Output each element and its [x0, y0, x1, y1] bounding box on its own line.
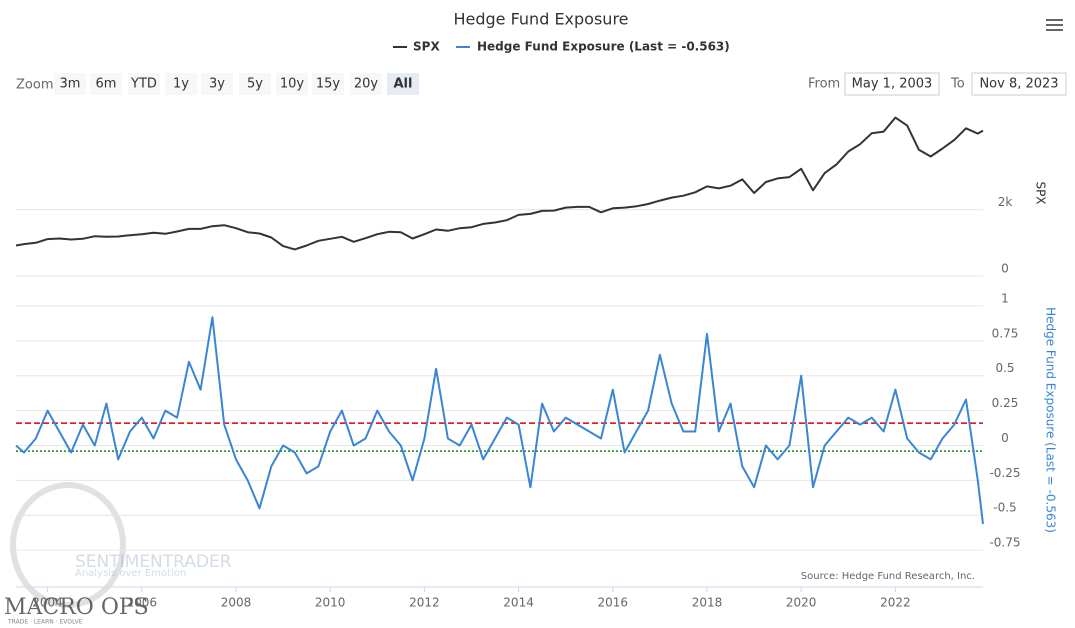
- y-tick-label: 0.25: [992, 396, 1019, 410]
- to-value[interactable]: Nov 8, 2023: [979, 77, 1058, 92]
- x-tick-label: 2006: [126, 596, 157, 610]
- zoom-button-label[interactable]: 3m: [60, 77, 81, 92]
- menu-icon[interactable]: [1046, 19, 1063, 31]
- x-tick-label: 2020: [786, 596, 817, 610]
- y-tick-label: -0.5: [993, 501, 1016, 515]
- zoom-label: Zoom: [16, 78, 53, 93]
- from-label: From: [808, 77, 840, 92]
- zoom-button-label[interactable]: 6m: [96, 77, 117, 92]
- to-input[interactable]: [971, 72, 1067, 96]
- zoom-button[interactable]: [276, 73, 308, 95]
- zoom-button-label[interactable]: 3y: [209, 77, 225, 92]
- y-tick-label: 0: [1001, 262, 1009, 276]
- watermark: Analysis over Emotion: [75, 568, 186, 579]
- from-value[interactable]: May 1, 2003: [852, 77, 933, 92]
- x-tick-label: 2014: [503, 596, 534, 610]
- x-tick-label: 2016: [598, 596, 629, 610]
- zoom-button-label[interactable]: 20y: [354, 77, 379, 92]
- x-tick-label: 2018: [692, 596, 723, 610]
- watermark: SENTIMENTRADER: [75, 552, 232, 572]
- watermark: TRADE · LEARN · EVOLVE: [7, 619, 83, 626]
- zoom-button[interactable]: [312, 73, 344, 95]
- chart-title: Hedge Fund Exposure: [453, 10, 628, 29]
- source-note: Source: Hedge Fund Research, Inc.: [801, 571, 975, 582]
- x-tick-label: 2004: [32, 596, 63, 610]
- zoom-button-label[interactable]: 10y: [280, 77, 305, 92]
- zoom-button-label[interactable]: 15y: [316, 77, 341, 92]
- zoom-button[interactable]: [54, 73, 86, 95]
- zoom-button[interactable]: [239, 73, 271, 95]
- x-tick-label: 2022: [880, 596, 911, 610]
- zoom-button[interactable]: [201, 73, 233, 95]
- y-axis-label: Hedge Fund Exposure (Last = -0.563): [1044, 307, 1058, 533]
- y-tick-label: -0.25: [989, 466, 1020, 480]
- data-line: [15, 316, 984, 525]
- data-line: [15, 116, 984, 251]
- legend-item[interactable]: SPX: [413, 40, 440, 54]
- zoom-button[interactable]: [90, 73, 122, 95]
- x-tick-label: 2008: [221, 596, 252, 610]
- zoom-button[interactable]: [350, 73, 382, 95]
- watermark-logo: [10, 482, 126, 608]
- from-input[interactable]: [844, 72, 940, 96]
- to-label: To: [950, 77, 965, 92]
- y-tick-label: -0.75: [989, 536, 1020, 550]
- zoom-button[interactable]: [128, 73, 160, 95]
- zoom-button-label[interactable]: YTD: [130, 77, 157, 92]
- zoom-button[interactable]: [387, 73, 419, 95]
- zoom-button-label[interactable]: All: [394, 77, 413, 92]
- y-tick-label: 1: [1001, 292, 1009, 306]
- y-tick-label: 0: [1001, 431, 1009, 445]
- legend-item[interactable]: Hedge Fund Exposure (Last = -0.563): [477, 40, 730, 54]
- zoom-button-label[interactable]: 1y: [173, 77, 189, 92]
- y-tick-label: 0.75: [992, 326, 1019, 340]
- zoom-button-label[interactable]: 5y: [247, 77, 263, 92]
- y-axis-label: SPX: [1034, 181, 1048, 204]
- y-tick-label: 0.5: [995, 361, 1014, 375]
- zoom-button[interactable]: [165, 73, 197, 95]
- y-tick-label: 2k: [998, 195, 1013, 209]
- watermark: MACRO OPS: [4, 595, 149, 620]
- x-tick-label: 2012: [409, 596, 440, 610]
- x-tick-label: 2010: [315, 596, 346, 610]
